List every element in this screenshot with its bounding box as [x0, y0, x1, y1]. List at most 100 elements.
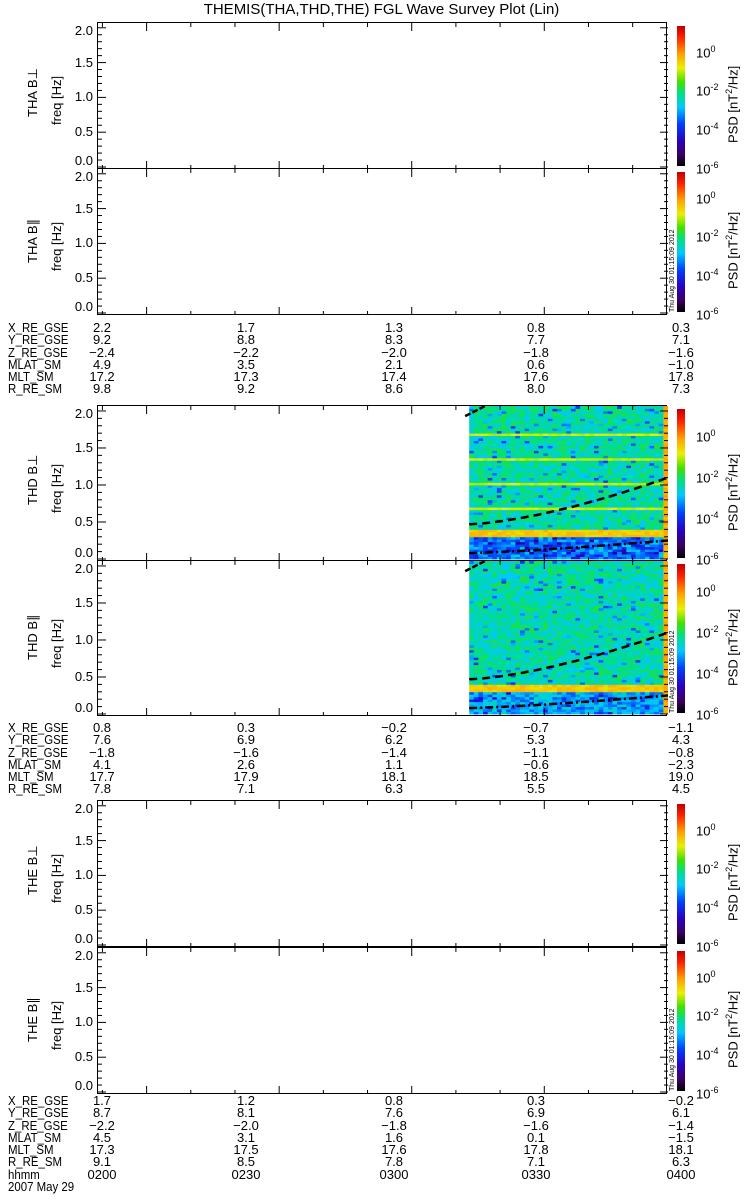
spectrogram-cell	[533, 699, 539, 703]
colorbar-label-suffix: /Hz]	[725, 453, 741, 477]
spectrogram-cell	[533, 640, 539, 643]
spectrogram-cell	[580, 539, 586, 543]
spectrogram-cell	[561, 480, 567, 483]
spectrogram-cell	[631, 433, 636, 436]
spectrogram-cell	[575, 440, 581, 444]
spectrogram-cell	[487, 526, 493, 530]
spectrogram-cell	[552, 694, 558, 698]
spectrogram-cell	[617, 686, 623, 690]
spectrogram-cell	[557, 522, 562, 525]
spectrogram-cell	[566, 595, 572, 599]
spectrogram-cell	[501, 647, 507, 651]
spectrogram-cell	[644, 418, 650, 422]
spectrogram-cell	[570, 517, 576, 520]
spectrogram-cell	[506, 657, 512, 661]
colorbar-tick-exponent: -4	[710, 509, 719, 520]
spectrogram-cell	[533, 565, 539, 569]
spectrogram-cell	[520, 487, 525, 491]
spectrogram-cell	[483, 595, 488, 599]
spectrogram-cell	[520, 659, 525, 663]
spectrogram-cell	[566, 677, 572, 680]
spectrogram-cell	[533, 701, 539, 705]
spectrogram-cell	[580, 677, 586, 680]
spectrogram-cell	[524, 423, 530, 427]
spectrogram-cell	[487, 536, 493, 540]
spectrogram-cell	[524, 443, 530, 446]
spectrogram-cell	[506, 433, 512, 436]
spectrogram-cell	[469, 492, 475, 496]
spectrogram-cell	[529, 664, 535, 668]
spectrogram-cell	[635, 549, 641, 552]
spectrogram-cell	[547, 649, 553, 653]
spectrogram-cell	[649, 406, 655, 409]
spectrogram-cell	[570, 667, 576, 670]
spectrogram-cell	[612, 517, 618, 520]
spectrogram-cell	[552, 480, 558, 483]
spectrogram-cell	[575, 696, 581, 700]
spectrogram-cell	[570, 529, 576, 533]
spectrogram-cell	[478, 649, 484, 653]
spectrogram-cell	[561, 704, 567, 707]
spectrogram-cell	[594, 652, 599, 656]
spectrogram-cell	[617, 477, 623, 481]
spectrogram-cell	[533, 418, 539, 422]
spectrogram-cell	[515, 487, 521, 491]
spectrogram-cell	[529, 607, 535, 611]
spectrogram-cell	[510, 544, 516, 548]
spectrogram-cell	[469, 644, 475, 648]
spectrogram-cell	[575, 704, 581, 707]
spectrogram-cell	[492, 514, 498, 518]
ephemeris-value: −1.0	[668, 356, 694, 372]
spectrogram-cell	[483, 445, 488, 449]
spectrogram-cell	[621, 482, 627, 486]
spectrogram-cell	[635, 438, 641, 441]
spectrogram-cell	[510, 561, 516, 564]
spectrogram-cell	[561, 694, 567, 698]
spectrogram-cell	[561, 425, 567, 429]
spectrogram-cell	[524, 617, 530, 621]
spectrogram-cell	[612, 568, 618, 572]
spectrogram-cell	[483, 679, 488, 683]
spectrogram-cell	[575, 415, 581, 419]
spectrogram-cell	[487, 410, 493, 414]
spectrogram-cell	[621, 435, 627, 439]
spectrogram-cell	[515, 647, 521, 651]
spectrogram-cell	[510, 410, 516, 414]
spectrogram-cell	[589, 711, 595, 715]
spectrogram-cell	[612, 452, 618, 456]
spectrogram-cell	[594, 588, 599, 591]
spectrogram-cell	[570, 418, 576, 422]
spectrogram-cell	[575, 519, 581, 523]
spectrogram-cell	[580, 583, 586, 587]
spectrogram-cell	[594, 642, 599, 646]
spectrogram-cell	[524, 575, 530, 579]
spectrogram-cell	[631, 410, 636, 414]
spectrogram-cell	[524, 556, 530, 560]
spectrogram-cell	[510, 487, 516, 491]
spectrogram-cell	[552, 578, 558, 582]
spectrogram-cell	[520, 477, 525, 481]
spectrogram-cell	[496, 472, 502, 476]
spectrogram-cell	[612, 561, 618, 564]
spectrogram-cell	[654, 480, 660, 483]
spectrogram-cell	[561, 647, 567, 651]
spectrogram-cell	[607, 428, 613, 432]
spectrogram-cell	[473, 549, 479, 552]
spectrogram-cell	[492, 620, 498, 624]
spectrogram-cell	[510, 570, 516, 574]
spectrogram-cell	[506, 450, 512, 454]
spectrogram-cell	[580, 565, 586, 569]
spectrogram-cell	[492, 433, 498, 436]
spectrogram-cell	[529, 620, 535, 624]
spectrogram-cell	[487, 507, 493, 511]
spectrogram-cell	[501, 612, 507, 616]
spectrogram-cell	[557, 536, 562, 540]
spectrogram-cell	[617, 502, 623, 506]
spectrogram-cell	[510, 578, 516, 582]
spectrogram-cell	[570, 580, 576, 584]
spectrogram-cell	[533, 494, 539, 498]
spectrogram-cell	[663, 465, 668, 469]
spectrogram-cell	[496, 445, 502, 449]
spectrogram-cell	[469, 544, 475, 548]
spectrogram-cell	[520, 610, 525, 614]
